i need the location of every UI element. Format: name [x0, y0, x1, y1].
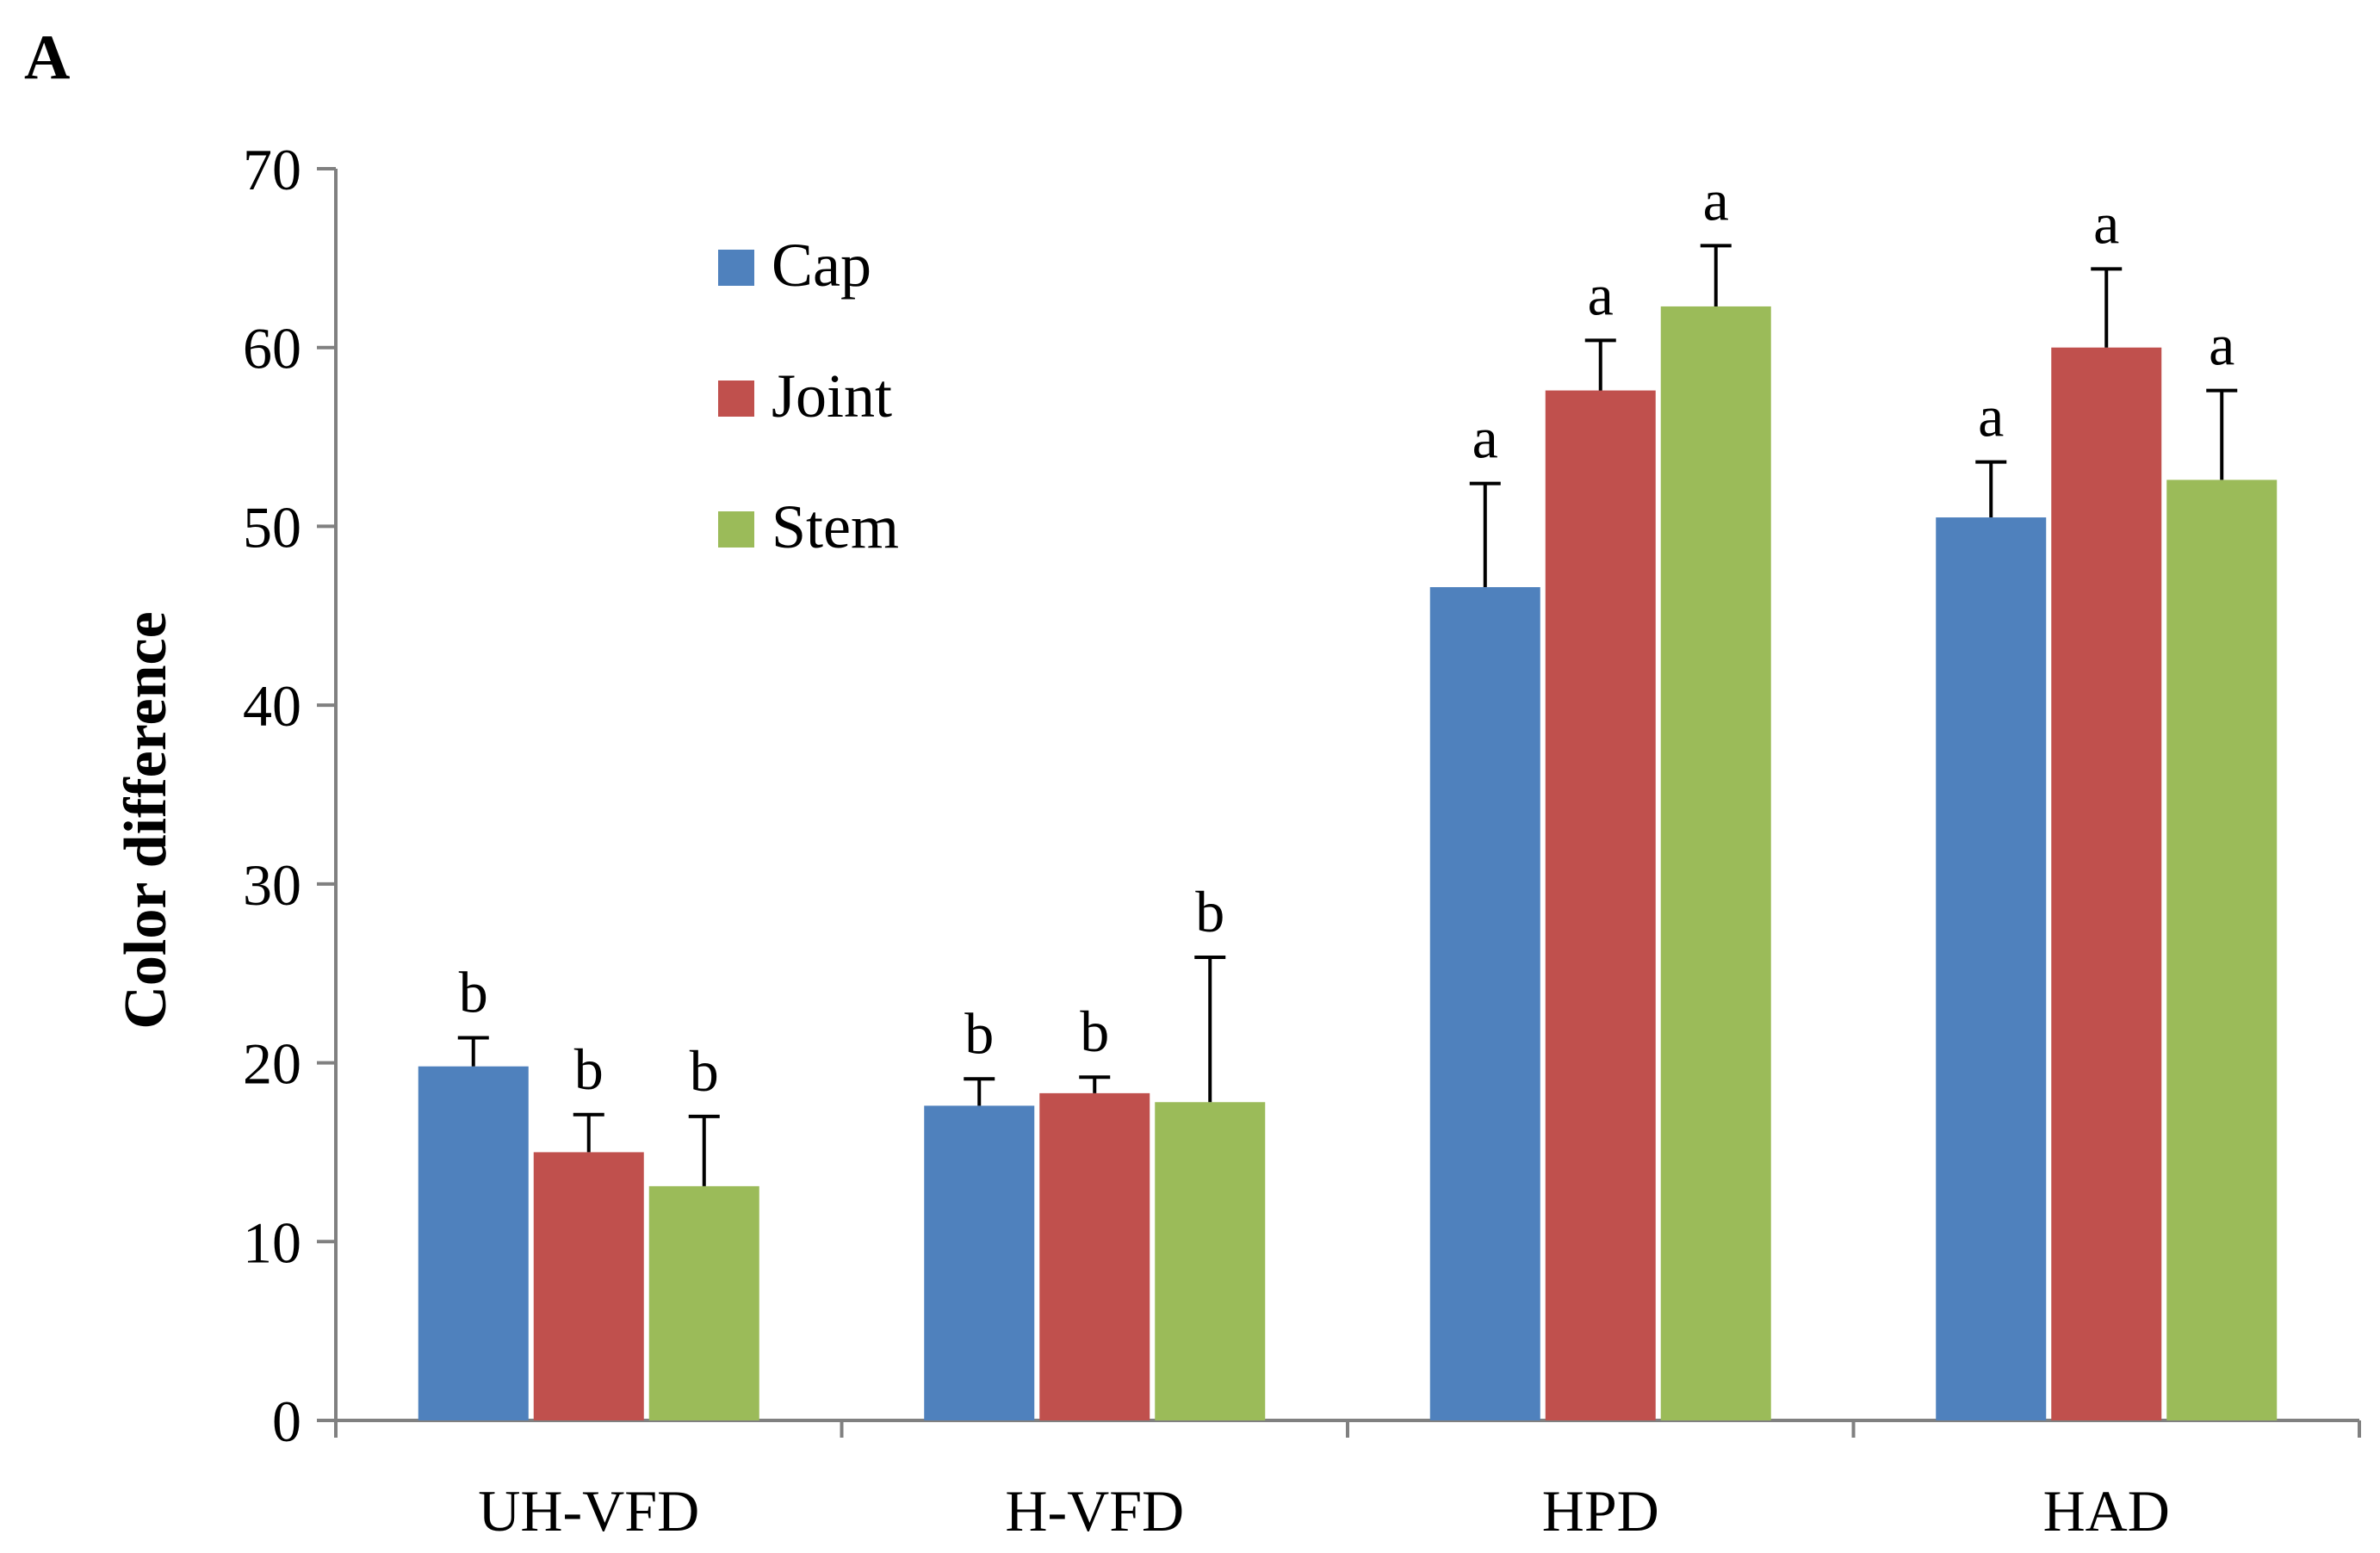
bar-joint: [533, 1152, 644, 1420]
legend-swatch-stem: [718, 511, 754, 548]
bar-cap: [924, 1105, 1035, 1420]
bar-cap: [1936, 517, 2047, 1420]
significance-letter: b: [1195, 879, 1224, 944]
x-tick-label: HAD: [2043, 1478, 2170, 1544]
y-tick-label: 30: [243, 852, 301, 918]
bar-cap: [418, 1066, 529, 1420]
significance-letter: a: [2093, 190, 2119, 256]
significance-letter: a: [1978, 384, 2004, 449]
significance-letter: b: [690, 1038, 719, 1104]
significance-letter: a: [1472, 405, 1498, 471]
x-tick-label: HPD: [1542, 1478, 1659, 1544]
significance-letter: b: [574, 1036, 604, 1102]
significance-letter: a: [2209, 312, 2234, 378]
panel-label: A: [24, 22, 71, 93]
bar-cap: [1429, 587, 1540, 1420]
bar-joint: [1039, 1092, 1150, 1420]
significance-letter: a: [1588, 262, 1614, 327]
bar-stem: [1660, 306, 1771, 1421]
significance-letter: b: [459, 959, 488, 1024]
y-tick-label: 10: [243, 1210, 301, 1275]
significance-letter: b: [964, 1000, 994, 1066]
bar-stem: [648, 1185, 759, 1420]
legend-label-stem: Stem: [772, 492, 899, 561]
x-tick-label: UH-VFD: [478, 1478, 699, 1544]
significance-letter: b: [1080, 999, 1109, 1064]
legend-label-joint: Joint: [772, 362, 892, 430]
y-tick-label: 60: [243, 316, 301, 381]
y-tick-label: 0: [272, 1389, 301, 1454]
bar-stem: [2166, 480, 2278, 1420]
bar-stem: [1155, 1102, 1266, 1420]
y-axis-title: Color difference: [113, 611, 179, 1029]
y-tick-label: 20: [243, 1031, 301, 1097]
x-tick-label: H-VFD: [1005, 1478, 1184, 1544]
legend-swatch-joint: [718, 381, 754, 417]
bar-joint: [1545, 390, 1656, 1421]
y-tick-label: 50: [243, 494, 301, 560]
y-tick-label: 40: [243, 673, 301, 739]
y-tick-label: 70: [243, 137, 301, 202]
bar-joint: [2051, 347, 2162, 1420]
legend-label-cap: Cap: [772, 231, 871, 300]
significance-letter: a: [1703, 167, 1729, 232]
legend-swatch-cap: [718, 250, 754, 286]
